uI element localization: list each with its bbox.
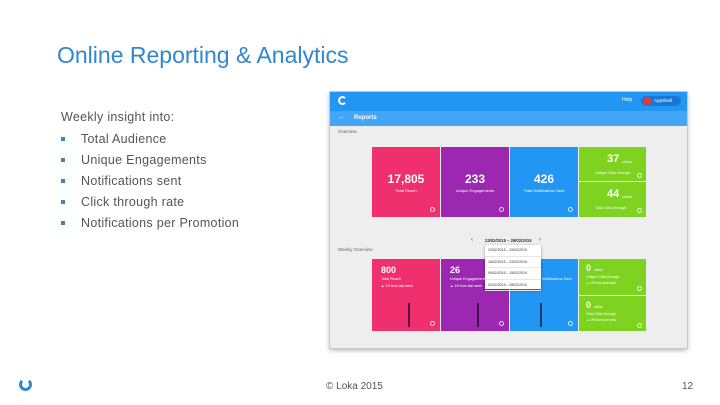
card-label: Total Click-through bbox=[586, 312, 616, 316]
bullet-marker bbox=[61, 136, 65, 141]
bullet-marker bbox=[61, 220, 65, 225]
bullet-text: Unique Engagements bbox=[81, 152, 207, 167]
card-label: Unique Engagements bbox=[450, 277, 487, 281]
info-icon[interactable] bbox=[637, 286, 642, 291]
card-value: 233 bbox=[464, 172, 486, 186]
bullet-text: Notifications sent bbox=[81, 173, 182, 188]
card-label: Notifications Sent bbox=[542, 277, 572, 281]
info-icon[interactable] bbox=[499, 207, 504, 212]
card-label: Total Notifications Sent bbox=[523, 188, 565, 193]
card-trend: ▲ 1% from last week bbox=[586, 318, 617, 322]
weekly-unique-ctr-card[interactable]: 0 clicks Unique Click-through ▲ 1% from … bbox=[579, 259, 646, 295]
card-label: Unique Click-through bbox=[595, 171, 631, 175]
bullet-text: Click through rate bbox=[81, 194, 185, 209]
bullet-text: Notifications per Promotion bbox=[81, 215, 240, 230]
back-arrow-icon[interactable]: ← bbox=[338, 114, 345, 121]
card-label: Total Reach bbox=[381, 277, 402, 281]
spark-bar bbox=[408, 303, 410, 327]
card-unit: clicks bbox=[622, 194, 632, 199]
help-link[interactable]: Help bbox=[622, 97, 633, 103]
card-value: 37 bbox=[607, 153, 620, 165]
total-click-through-card[interactable]: 44 clicks Total Click-through bbox=[579, 182, 646, 217]
app-logo-icon[interactable] bbox=[338, 96, 347, 105]
dashboard-screenshot: Help AppShell ← Reports Overview 17,805 … bbox=[330, 92, 687, 348]
slide-title: Online Reporting & Analytics bbox=[57, 42, 349, 68]
loka-logo-icon bbox=[19, 378, 32, 391]
bullet-marker bbox=[61, 157, 65, 162]
card-unit: clicks bbox=[594, 268, 603, 272]
prev-week-icon[interactable]: ‹ bbox=[471, 237, 473, 243]
info-icon[interactable] bbox=[568, 207, 573, 212]
card-trend: ▲ 1% from last week bbox=[586, 281, 617, 285]
notifications-sent-card[interactable]: 426 Total Notifications Sent bbox=[510, 147, 578, 217]
card-value: 44 bbox=[607, 188, 620, 200]
breadcrumb: Reports bbox=[354, 115, 377, 121]
report-content: Overview 17,805 Total Reach 233 Unique E… bbox=[330, 126, 687, 348]
spark-bar bbox=[477, 303, 479, 327]
bullet-marker bbox=[61, 199, 65, 204]
date-option[interactable]: 23/02/2015 – 29/02/2015 bbox=[485, 245, 541, 257]
weekly-reach-card[interactable]: 800 Total Reach ▲ 1% from last week bbox=[372, 259, 440, 331]
bullet-marker bbox=[61, 178, 65, 183]
card-value: 26 bbox=[450, 265, 461, 275]
next-week-icon[interactable]: › bbox=[539, 237, 541, 243]
info-icon[interactable] bbox=[430, 207, 435, 212]
info-icon[interactable] bbox=[637, 208, 642, 213]
card-label: Total Reach bbox=[395, 188, 417, 193]
unique-click-through-card[interactable]: 37 clicks Unique Click-through bbox=[579, 147, 646, 181]
card-value: 0 bbox=[586, 300, 592, 310]
date-range-selector[interactable]: 23/02/2015 – 29/02/2015 bbox=[485, 238, 532, 243]
info-icon[interactable] bbox=[499, 321, 504, 326]
bullet-list: Total Audience Unique Engagements Notifi… bbox=[61, 128, 239, 233]
app-top-bar: Help AppShell bbox=[330, 92, 687, 111]
card-label: Total Click-through bbox=[595, 206, 627, 210]
bullet-item: Total Audience bbox=[61, 128, 239, 149]
date-option[interactable]: 02/02/2015 – 08/02/2015 bbox=[485, 280, 541, 291]
user-menu[interactable] bbox=[641, 96, 681, 106]
breadcrumb-bar: ← Reports bbox=[330, 111, 687, 126]
card-unit: clicks bbox=[622, 159, 632, 164]
date-option[interactable]: 09/02/2015 – 15/02/2015 bbox=[485, 268, 541, 280]
bullet-item: Unique Engagements bbox=[61, 149, 239, 170]
date-range-dropdown: 23/02/2015 – 29/02/2015 16/02/2015 – 22/… bbox=[485, 245, 541, 291]
intro-text: Weekly insight into: bbox=[61, 110, 175, 124]
bullet-text: Total Audience bbox=[81, 131, 167, 146]
card-value: 800 bbox=[381, 265, 397, 275]
spark-bar bbox=[540, 303, 542, 327]
card-value: 426 bbox=[533, 172, 555, 186]
info-icon[interactable] bbox=[637, 173, 642, 178]
total-reach-card[interactable]: 17,805 Total Reach bbox=[372, 147, 440, 217]
unique-engagements-card[interactable]: 233 Unique Engagements bbox=[441, 147, 509, 217]
weekly-total-ctr-card[interactable]: 0 clicks Total Click-through ▲ 1% from l… bbox=[579, 296, 646, 331]
footer-copyright: © Loka 2015 bbox=[326, 381, 383, 392]
info-icon[interactable] bbox=[430, 321, 435, 326]
bullet-item: Notifications sent bbox=[61, 170, 239, 191]
card-value: 17,805 bbox=[387, 172, 425, 186]
user-name[interactable]: AppShell bbox=[654, 98, 673, 103]
card-value: 0 bbox=[586, 263, 592, 273]
date-option[interactable]: 16/02/2015 – 22/02/2015 bbox=[485, 257, 541, 268]
card-label: Unique Engagements bbox=[455, 188, 495, 193]
weekly-overview-label: Weekly Overview bbox=[338, 247, 373, 252]
card-trend: ▲ 1% from last week bbox=[381, 284, 413, 288]
page-number: 12 bbox=[682, 381, 694, 392]
card-label: Unique Click-through bbox=[586, 275, 620, 279]
overview-label: Overview bbox=[338, 129, 357, 134]
info-icon[interactable] bbox=[637, 323, 642, 328]
info-icon[interactable] bbox=[568, 321, 573, 326]
bullet-item: Click through rate bbox=[61, 191, 239, 212]
card-unit: clicks bbox=[594, 305, 603, 309]
card-trend: ▲ 1% from last week bbox=[450, 284, 482, 288]
avatar[interactable] bbox=[643, 97, 651, 105]
bullet-item: Notifications per Promotion bbox=[61, 212, 239, 233]
